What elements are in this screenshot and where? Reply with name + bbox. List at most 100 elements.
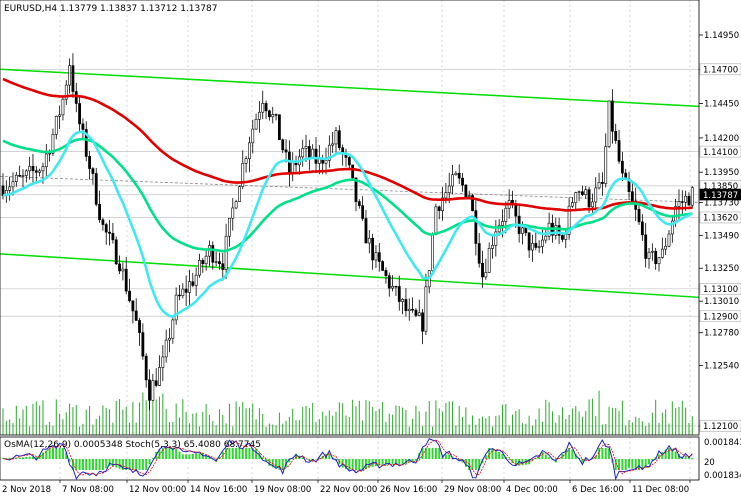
candle-body [258,111,261,120]
candle-body [191,281,195,286]
candle-body [384,270,388,276]
candle-body [527,232,531,251]
candle-body [361,205,365,219]
candle-body [241,163,245,187]
price-tag-label: 1.13620 [703,214,738,224]
candle-body [471,195,474,211]
candle-body [158,367,161,386]
price-label: 1.13950 [704,168,739,178]
candle-body [381,261,385,271]
candle-body [184,288,188,293]
price-label: 1.14950 [704,31,739,41]
candle-body [391,286,395,289]
candle-body [41,166,45,172]
candle-body [561,235,564,240]
price-tag [699,188,741,201]
candle-body [354,177,358,202]
candle-body [314,148,318,164]
candle-body [537,246,541,248]
candle-body [121,268,125,272]
candle-body [417,312,421,316]
candle-body [604,146,608,184]
candle-body [164,339,168,358]
price-tag [699,310,741,323]
candle-body [364,218,368,244]
candle-body [374,252,378,261]
candle-body [171,319,175,339]
time-label: 22 Nov 00:00 [320,485,377,495]
candle-body [58,114,62,117]
candle-body [650,250,654,253]
time-label: 29 Nov 08:00 [444,485,501,495]
candle-body [347,157,351,166]
candle-body [151,380,155,401]
indicator-axis-label: 20 [704,458,715,468]
candle-body [647,251,651,259]
candle-body [544,235,548,241]
candle-body [267,110,271,118]
candle-body [487,248,491,273]
candle-body [264,103,268,112]
price-tag-label: 1.14700 [703,65,738,75]
candle-body [228,217,231,237]
candle-body [514,204,518,217]
price-tag-label: 1.13787 [703,191,738,201]
candle-body [178,294,181,297]
candle-body [481,262,484,278]
ema-short-line [2,130,694,318]
indicator-frame [0,436,700,481]
candle-body [367,237,371,244]
price-tag-label: 1.13100 [703,285,738,295]
candle-body [168,337,171,341]
candle-body [311,148,315,158]
price-tag-label: 1.14100 [703,148,738,158]
candle-body [101,219,105,225]
candle-body [214,261,218,263]
candle-body [84,129,88,157]
price-tag-label: 1.12900 [703,312,738,322]
price-label: 1.12540 [704,362,739,372]
candle-body [477,243,481,264]
candle-body [684,195,688,203]
candle-body [198,260,201,276]
time-label: 4 Dec 00:00 [506,485,558,495]
candle-body [577,191,581,193]
price-label: 1.13730 [704,198,739,208]
stoch-signal-line [2,439,693,476]
candle-body [644,234,648,259]
candle-body [437,206,441,211]
candle-body [334,130,338,145]
time-label: 2 Nov 2018 [2,485,51,495]
candle-body [670,220,674,235]
candle-body [24,170,28,176]
time-label: 12 Nov 00:00 [129,485,186,495]
candle-body [630,191,634,202]
time-label: 14 Nov 16:00 [190,485,247,495]
candle-body [38,170,42,173]
candle-body [597,181,601,189]
candle-body [614,130,618,141]
candle-body [131,300,135,312]
indicator-title: OsMA(12,26,9) 0.0005348 Stoch(5,3,3) 65.… [4,440,261,450]
candlesticks [1,53,694,410]
candle-body [414,309,418,316]
candle-body [600,181,604,184]
candle-body [108,231,111,234]
candle-body [557,225,561,236]
candle-body [357,201,361,207]
volume-bars [2,384,693,435]
candle-body [201,260,205,265]
candle-body [331,143,335,146]
price-tag [699,211,741,224]
candle-body [587,189,591,208]
candle-body [138,320,141,333]
candle-body [34,170,38,173]
candle-body [441,197,444,211]
candle-body [271,114,275,118]
candle-body [248,142,251,159]
price-label: 1.13490 [704,231,739,241]
candle-body [304,146,308,149]
candle-body [677,201,681,207]
candle-body [634,200,638,210]
